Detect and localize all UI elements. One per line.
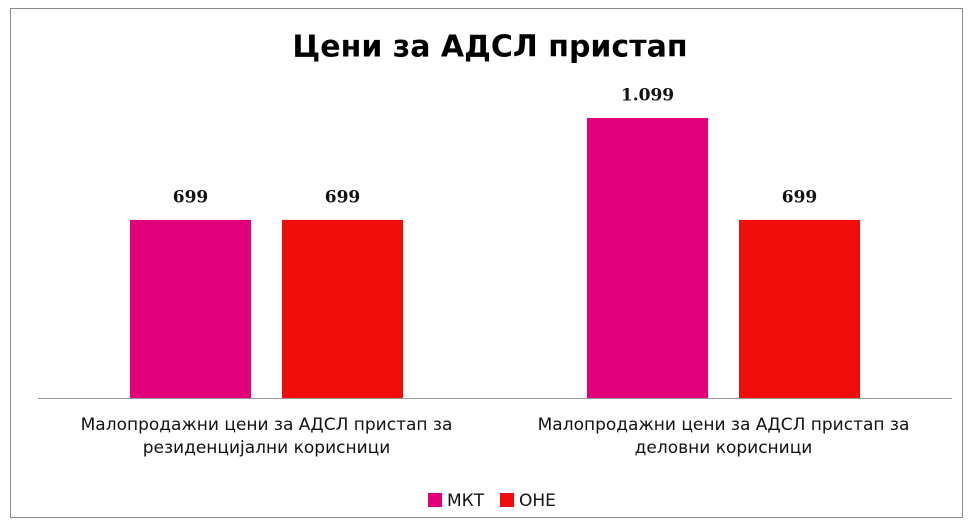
bar [739, 219, 860, 398]
bar [282, 219, 403, 398]
x-tick-label: Малопродажни цени за АДСЛ пристап за дел… [537, 415, 910, 458]
value-label: 699 [782, 187, 818, 207]
value-label: 699 [173, 187, 209, 207]
chart-title: Цени за АДСЛ пристап [292, 30, 687, 65]
value-label: 699 [325, 187, 361, 207]
legend-swatch [428, 493, 442, 507]
bar [130, 219, 251, 398]
x-tick-label: Малопродажни цени за АДСЛ пристап за рез… [80, 415, 453, 458]
legend-label: МКТ [447, 491, 485, 511]
legend-label: ОНЕ [519, 491, 556, 511]
value-label: 1.099 [621, 86, 674, 106]
legend-swatch [500, 493, 514, 507]
bar [587, 118, 708, 398]
